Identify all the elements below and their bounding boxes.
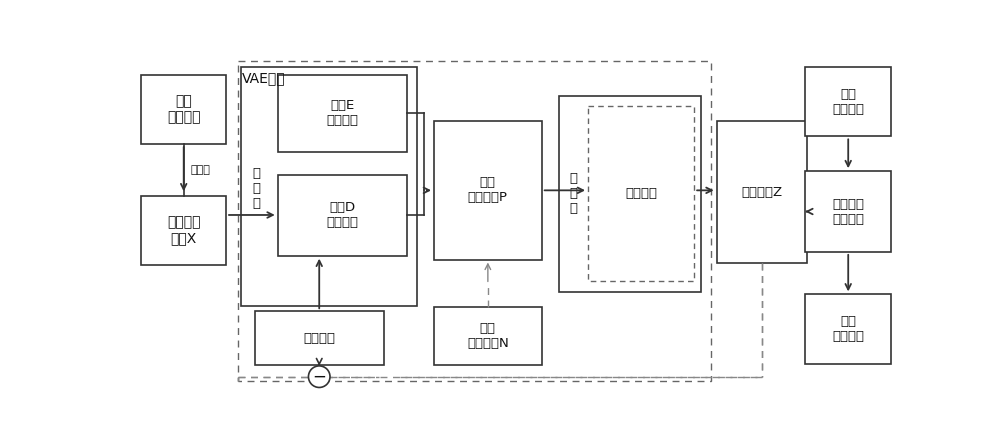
Bar bbox=[805, 294, 891, 364]
Bar bbox=[559, 95, 701, 292]
Text: 目标
流量数据: 目标 流量数据 bbox=[167, 95, 200, 125]
Bar bbox=[238, 61, 711, 381]
Text: 伪装流量
最优分布: 伪装流量 最优分布 bbox=[832, 198, 864, 226]
Bar bbox=[141, 196, 226, 265]
Text: VAE模型: VAE模型 bbox=[241, 71, 285, 85]
Text: 预处理: 预处理 bbox=[191, 165, 211, 175]
Text: 解
码
器: 解 码 器 bbox=[569, 172, 577, 215]
Bar bbox=[588, 106, 694, 281]
Bar bbox=[805, 67, 891, 136]
Text: 编
码
器: 编 码 器 bbox=[252, 166, 260, 210]
Text: 生成样本Z: 生成样本Z bbox=[741, 186, 783, 199]
Bar bbox=[241, 67, 417, 306]
Bar bbox=[434, 307, 542, 365]
Bar bbox=[434, 121, 542, 260]
Bar bbox=[255, 311, 384, 365]
Bar bbox=[805, 171, 891, 252]
Bar bbox=[278, 175, 407, 256]
Bar bbox=[278, 75, 407, 152]
Text: 拟合
正态分布P: 拟合 正态分布P bbox=[468, 176, 508, 204]
Text: 匿名
通信流量: 匿名 通信流量 bbox=[832, 88, 864, 116]
Text: 噪声模块: 噪声模块 bbox=[303, 332, 335, 345]
Text: 均值E
计算模块: 均值E 计算模块 bbox=[326, 99, 358, 127]
Text: −: − bbox=[312, 368, 326, 386]
Bar bbox=[717, 121, 807, 263]
Text: 标准
正态分布N: 标准 正态分布N bbox=[467, 322, 509, 350]
Text: 采样流量
特征X: 采样流量 特征X bbox=[167, 215, 200, 246]
Text: 伪装
通信流量: 伪装 通信流量 bbox=[832, 315, 864, 343]
Circle shape bbox=[308, 366, 330, 388]
Text: 方差D
计算模块: 方差D 计算模块 bbox=[326, 202, 358, 230]
Bar bbox=[141, 75, 226, 144]
Text: 采样模块: 采样模块 bbox=[625, 187, 657, 200]
